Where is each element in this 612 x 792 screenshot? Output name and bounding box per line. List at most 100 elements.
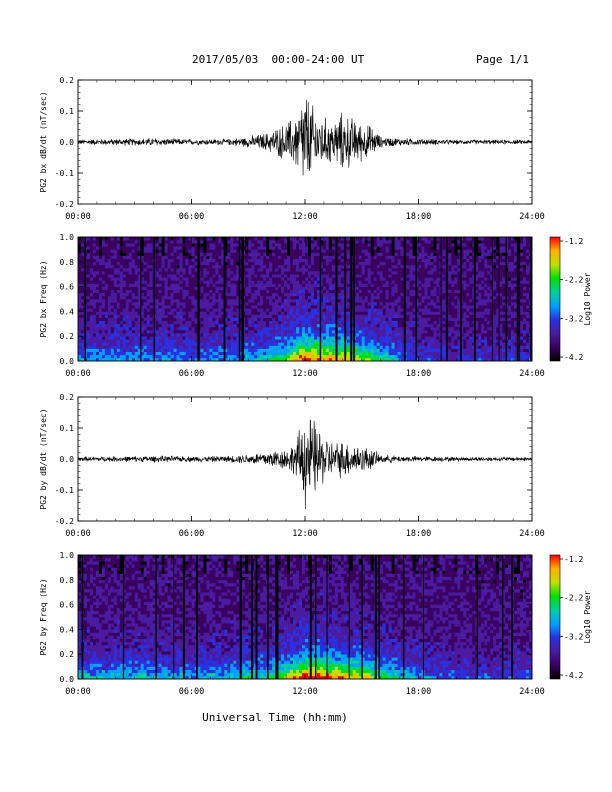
spectrogram-cell [149, 308, 153, 312]
spectrogram-cell [290, 342, 294, 346]
spectrogram-cell [251, 357, 255, 362]
spectrogram-cell [364, 271, 369, 275]
spectrogram-cell [385, 280, 389, 284]
spectrogram-cell [89, 345, 94, 349]
spectrogram-cell [328, 345, 333, 349]
spectrogram-cell [412, 271, 416, 275]
spectrogram-cell [194, 354, 198, 359]
spectrogram-cell [206, 351, 210, 356]
spectrogram-cell [284, 345, 288, 349]
spectrogram-cell [287, 320, 291, 325]
spectrogram-cell [376, 246, 380, 250]
spectrogram-cell [128, 336, 133, 340]
spectrogram-cell [194, 271, 198, 275]
spectrogram-cell [78, 336, 82, 340]
spectrogram-cell [155, 268, 159, 272]
spectrogram-cell [206, 354, 210, 359]
spectrogram-cell [310, 342, 315, 346]
spectrogram-cell [224, 326, 228, 331]
spectrogram-cell [140, 264, 145, 269]
spectrogram-cell [167, 354, 171, 359]
spectrogram-cell [427, 339, 431, 343]
spectrogram-cell [212, 305, 216, 309]
spectrogram-cell [185, 339, 189, 343]
spectrogram-cell [164, 333, 168, 337]
spectrogram-cell [80, 268, 85, 272]
spectrogram-cell [397, 261, 401, 266]
spectrogram-cell [340, 305, 345, 309]
spectrogram-cell [230, 351, 234, 356]
spectrogram-cell [230, 326, 234, 331]
spectrogram-cell [367, 299, 372, 303]
spectrogram-cell [302, 261, 306, 266]
spectrogram-cell [119, 237, 124, 241]
spectrogram-cell [278, 252, 282, 256]
spectrogram-cell [415, 292, 419, 297]
spectrogram-cell [281, 264, 285, 269]
spectrogram-cell [86, 280, 91, 284]
spectrogram-cell [296, 252, 300, 256]
spectrogram-cell [245, 311, 249, 315]
spectrogram-cell [316, 311, 321, 315]
spectrogram-cell [158, 330, 162, 334]
spectrogram-cell [376, 345, 380, 349]
spectrogram-cell [119, 354, 124, 359]
spectrogram-cell [260, 261, 264, 266]
spectrogram-cell [412, 339, 416, 343]
spectrogram-cell [337, 351, 342, 356]
spectrogram-cell [331, 333, 336, 337]
spectrogram-cell [221, 302, 225, 306]
spectrogram-cell [367, 345, 372, 349]
spectrogram-cell [161, 243, 165, 247]
spectrogram-cell [164, 271, 168, 275]
spectrogram-cell [89, 289, 94, 294]
spectrogram-cell [224, 305, 228, 309]
spectrogram-cell [355, 357, 360, 362]
spectrogram-cell [325, 286, 330, 290]
spectrogram-cell [227, 336, 231, 340]
spectrogram-cell [361, 314, 366, 318]
spectrogram-cell [406, 271, 410, 275]
spectrogram-cell [382, 351, 386, 356]
spectrogram-cell [95, 354, 100, 359]
spectrogram-cell [376, 280, 380, 284]
spectrogram-cell [400, 326, 404, 331]
spectrogram-cell [185, 323, 189, 328]
spectrogram-cell [310, 308, 315, 312]
spectrogram-cell [116, 357, 121, 362]
spectrogram-cell [158, 320, 162, 325]
spectrogram-cell [310, 295, 315, 300]
spectrogram-cell [194, 336, 198, 340]
spectrogram-cell [307, 277, 312, 281]
spectrogram-cell [382, 280, 386, 284]
spectrogram-cell [110, 258, 115, 263]
spectrogram-cell [245, 246, 249, 250]
spectrogram-cell [388, 289, 392, 294]
spectrogram-cell [104, 302, 109, 306]
spectrogram-cell [185, 302, 189, 306]
spectrogram-cell [206, 271, 210, 275]
spectrogram-cell [406, 240, 410, 244]
spectrogram-cell [293, 302, 297, 306]
spectrogram-cell [224, 345, 228, 349]
spectrogram-cell [98, 345, 103, 349]
spectrogram-cell [313, 255, 318, 259]
spectrogram-cell [182, 317, 186, 321]
spectrogram-cell [110, 237, 115, 241]
spectrogram-cell [340, 357, 345, 362]
spectrogram-cell [212, 240, 216, 244]
spectrogram-cell [80, 326, 85, 331]
spectrogram-cell [284, 351, 288, 356]
spectrogram-cell [313, 240, 318, 244]
spectrogram-cell [269, 264, 273, 269]
spectrogram-cell [406, 274, 410, 278]
spectrogram-cell [358, 320, 363, 325]
spectrogram-cell [167, 280, 171, 284]
spectrogram-cell [104, 237, 109, 241]
spectrogram-cell [319, 348, 324, 352]
spectrogram-cell [379, 274, 383, 278]
spectrogram-cell [182, 345, 186, 349]
spectrogram-cell [212, 258, 216, 263]
spectrogram-cell [92, 283, 97, 287]
spectrogram-cell [101, 252, 106, 256]
